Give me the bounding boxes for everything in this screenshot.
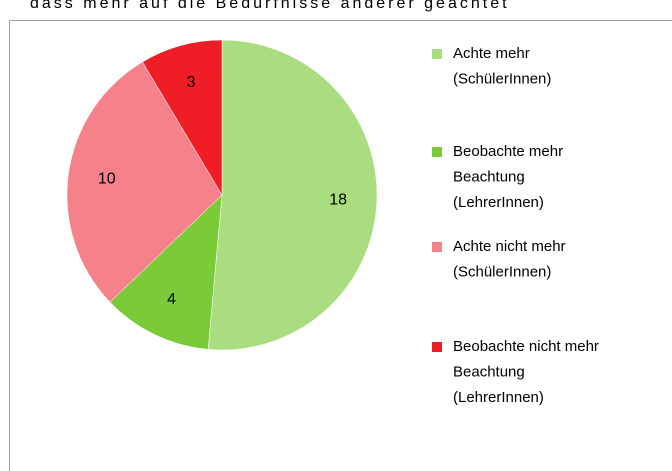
chart-frame <box>9 20 672 471</box>
legend-swatch <box>432 147 442 157</box>
data-label: 18 <box>329 191 347 208</box>
legend-line: (LehrerInnen) <box>453 389 544 406</box>
data-label: 10 <box>98 171 116 188</box>
legend-label: Beobachte mehr Beachtung (LehrerInnen) <box>453 143 563 211</box>
legend-swatch <box>432 342 442 352</box>
pie-slice <box>109 194 223 350</box>
data-label: 3 <box>187 74 196 91</box>
pie-slice <box>142 39 223 196</box>
legend-line: Beobachte nicht mehr <box>453 338 599 355</box>
legend-label: Achte mehr (SchülerInnen) <box>453 45 551 88</box>
data-label: 4 <box>167 291 176 308</box>
cut-off-text: dass mehr auf die Bedürfnisse anderer ge… <box>30 0 510 12</box>
legend-line: Beobachte mehr <box>453 143 563 160</box>
legend-line: (SchülerInnen) <box>453 263 551 280</box>
legend-line: Achte nicht mehr <box>453 238 566 255</box>
legend-line: Beachtung <box>453 363 525 380</box>
pie-slice <box>66 61 223 303</box>
legend-swatch <box>432 49 442 59</box>
pie-slice <box>207 39 378 351</box>
legend-line: Beachtung <box>453 168 525 185</box>
legend-label: Achte nicht mehr (SchülerInnen) <box>453 238 566 281</box>
legend-line: (LehrerInnen) <box>453 194 544 211</box>
legend-line: (SchülerInnen) <box>453 70 551 87</box>
legend-line: Achte mehr <box>453 45 530 62</box>
legend-swatch <box>432 242 442 252</box>
legend-label: Beobachte nicht mehr Beachtung (LehrerInne… <box>453 338 599 406</box>
